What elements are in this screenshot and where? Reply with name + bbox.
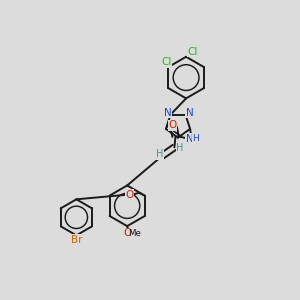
Text: Cl: Cl xyxy=(161,57,171,67)
Text: H: H xyxy=(193,134,199,143)
Text: N: N xyxy=(185,134,193,144)
Text: O: O xyxy=(123,228,131,238)
Text: Me: Me xyxy=(128,229,141,238)
Text: H: H xyxy=(156,149,163,159)
Text: N: N xyxy=(186,108,194,118)
Text: N: N xyxy=(164,108,172,118)
Text: Br: Br xyxy=(70,235,82,245)
Text: H: H xyxy=(176,143,184,154)
Text: O: O xyxy=(168,120,177,130)
Text: Cl: Cl xyxy=(188,47,198,57)
Text: O: O xyxy=(125,190,134,200)
